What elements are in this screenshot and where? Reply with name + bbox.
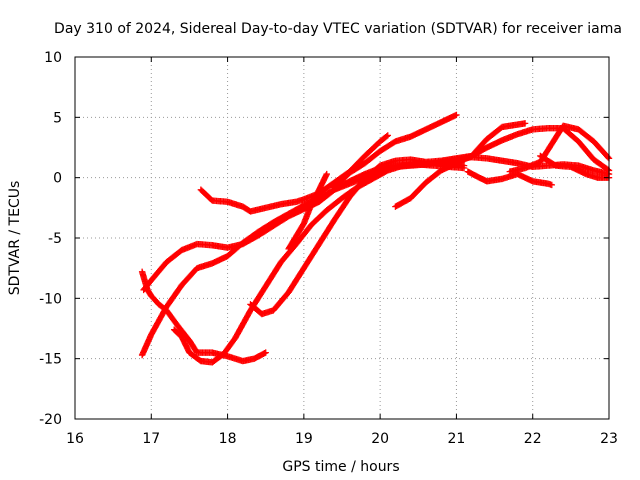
data-point	[604, 154, 612, 161]
y-axis-label: SDTVAR / TECUs	[7, 181, 23, 296]
series-track-10	[464, 168, 555, 189]
series-track-8	[331, 111, 460, 191]
y-tick-label: 10	[44, 50, 62, 66]
data-point	[521, 120, 529, 127]
x-tick-label: 20	[371, 431, 389, 447]
x-tick-label: 17	[142, 431, 160, 447]
axes: 16 17 18 19 20 21 22 23 -20 -15 -10 -5 0 5 10	[39, 50, 618, 447]
y-tick-label: 5	[53, 110, 62, 126]
series-track-11	[506, 122, 613, 175]
x-tick-label: 19	[295, 431, 313, 447]
data-point	[262, 349, 269, 356]
series-track-2	[138, 268, 269, 365]
data-point	[460, 164, 468, 172]
y-tick-label: -5	[48, 231, 62, 247]
x-axis-label: GPS time / hours	[282, 459, 399, 475]
data-points	[138, 111, 613, 366]
chart-title: Day 310 of 2024, Sidereal Day-to-day VTE…	[54, 21, 622, 37]
x-tick-label: 21	[448, 431, 466, 447]
data-point	[323, 170, 330, 178]
data-point	[453, 111, 460, 119]
series-track-7	[197, 132, 391, 215]
series-track-4	[170, 161, 468, 366]
data-point	[604, 166, 612, 173]
x-tick-label: 16	[66, 431, 84, 447]
x-tick-label: 18	[219, 431, 237, 447]
x-tick-label: 22	[524, 431, 542, 447]
data-point	[548, 181, 555, 189]
y-tick-label: 0	[53, 171, 62, 187]
series-track-9	[392, 120, 529, 210]
x-tick-label: 23	[600, 431, 618, 447]
grid	[75, 57, 609, 419]
y-tick-label: -10	[39, 291, 62, 307]
y-tick-label: -20	[39, 412, 62, 428]
y-tick-label: -15	[39, 352, 62, 368]
data-point	[384, 132, 391, 139]
data-point	[383, 133, 390, 140]
